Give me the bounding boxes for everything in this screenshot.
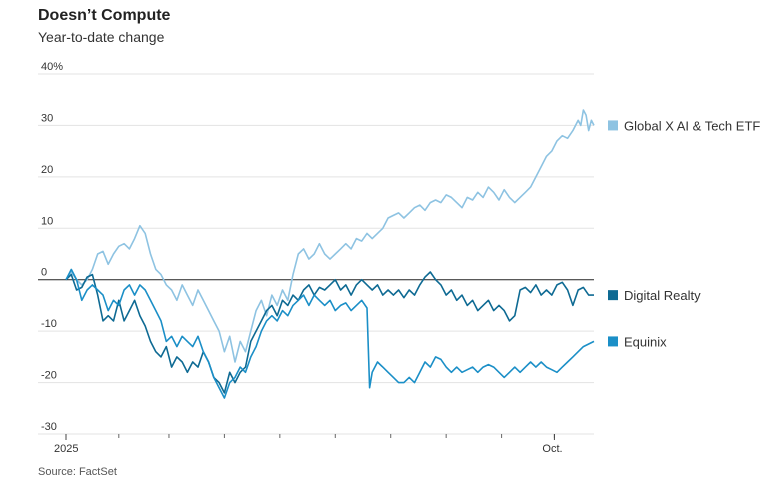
y-tick-label: 10 [41, 215, 53, 227]
chart-source: Source: FactSet [38, 466, 117, 478]
y-tick-label: 40% [41, 61, 63, 73]
y-tick-label: 20 [41, 164, 53, 176]
chart-subtitle: Year-to-date change [38, 29, 165, 45]
legend-label: Equinix [624, 334, 667, 349]
legend-label: Digital Realty [624, 288, 701, 303]
series-lines [65, 109, 595, 399]
y-axis-labels: 40% 30 20 10 0 -10 -20 -30 [41, 61, 63, 433]
x-axis: 2025 Oct. [54, 434, 563, 455]
x-tick-label: Oct. [542, 443, 562, 455]
x-tick-label: 2025 [54, 443, 78, 455]
series-line-global-x-ai-tech-etf [65, 109, 595, 363]
y-tick-label: -30 [41, 421, 57, 433]
series-line-equinix [65, 268, 595, 399]
legend-swatch [608, 120, 618, 131]
legend-label: Global X AI & Tech ETF [624, 118, 760, 133]
y-tick-label: 0 [41, 267, 47, 279]
gridlines [38, 73, 594, 435]
y-tick-label: -10 [41, 318, 57, 330]
y-tick-label: 30 [41, 112, 53, 124]
legend-swatch [608, 336, 618, 347]
legend: Global X AI & Tech ETF Digital Realty Equi… [608, 118, 760, 349]
chart-title: Doesn’t Compute [38, 7, 171, 24]
y-tick-label: -20 [41, 370, 57, 382]
legend-swatch [608, 290, 618, 301]
series-line-digital-realty [65, 271, 594, 394]
